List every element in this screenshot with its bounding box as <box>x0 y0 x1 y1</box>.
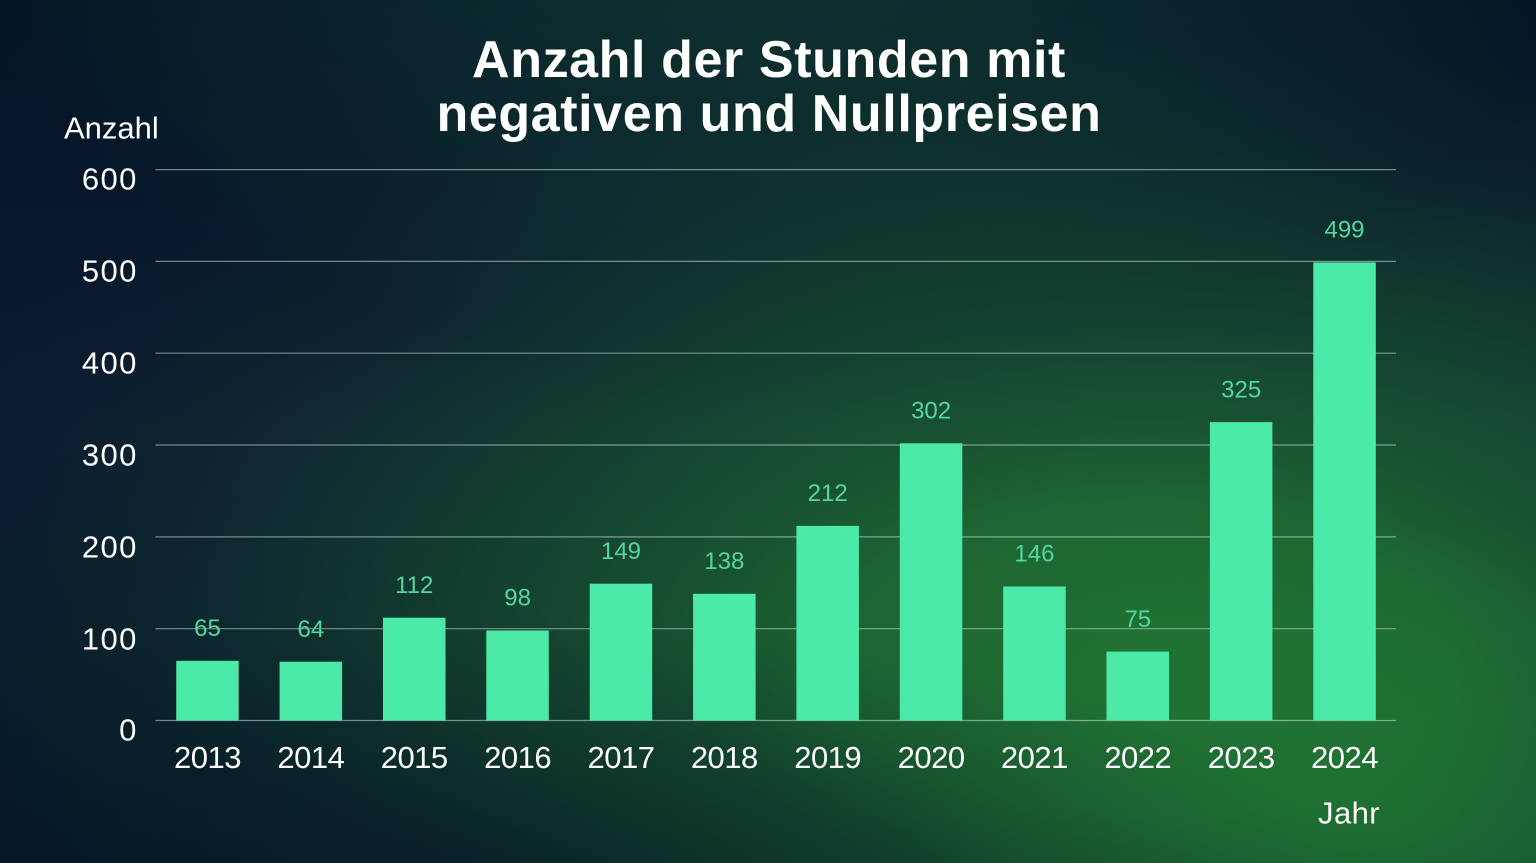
svg-text:212: 212 <box>808 480 848 507</box>
svg-text:138: 138 <box>704 548 744 575</box>
svg-text:2023: 2023 <box>1208 740 1275 775</box>
svg-text:112: 112 <box>395 572 433 599</box>
svg-text:499: 499 <box>1324 217 1364 244</box>
svg-text:75: 75 <box>1124 606 1151 633</box>
svg-text:0: 0 <box>119 713 138 748</box>
svg-text:2015: 2015 <box>381 740 448 775</box>
svg-text:2018: 2018 <box>691 740 758 775</box>
svg-text:100: 100 <box>82 622 138 657</box>
svg-text:Jahr: Jahr <box>1318 796 1380 831</box>
svg-text:2019: 2019 <box>794 740 861 775</box>
svg-text:325: 325 <box>1221 376 1261 403</box>
svg-text:200: 200 <box>82 530 138 565</box>
svg-text:2016: 2016 <box>484 740 551 775</box>
svg-text:302: 302 <box>911 398 951 425</box>
svg-text:500: 500 <box>82 254 138 289</box>
svg-text:Anzahl der Stunden mit: Anzahl der Stunden mit <box>472 31 1066 89</box>
svg-text:Anzahl: Anzahl <box>64 111 159 146</box>
svg-text:64: 64 <box>298 616 325 643</box>
svg-text:2022: 2022 <box>1104 740 1171 775</box>
svg-text:negativen und Nullpreisen: negativen und Nullpreisen <box>436 85 1101 143</box>
svg-text:149: 149 <box>601 538 641 565</box>
svg-text:2024: 2024 <box>1311 740 1378 775</box>
svg-text:2017: 2017 <box>588 740 655 775</box>
svg-text:2020: 2020 <box>898 740 965 775</box>
svg-text:98: 98 <box>504 585 531 612</box>
svg-text:2014: 2014 <box>277 740 344 775</box>
svg-text:146: 146 <box>1014 541 1054 568</box>
svg-text:2021: 2021 <box>1001 740 1068 775</box>
svg-text:2013: 2013 <box>174 740 241 775</box>
svg-text:65: 65 <box>194 615 221 642</box>
svg-text:400: 400 <box>82 346 138 381</box>
svg-text:300: 300 <box>82 438 138 473</box>
svg-text:600: 600 <box>82 162 138 197</box>
